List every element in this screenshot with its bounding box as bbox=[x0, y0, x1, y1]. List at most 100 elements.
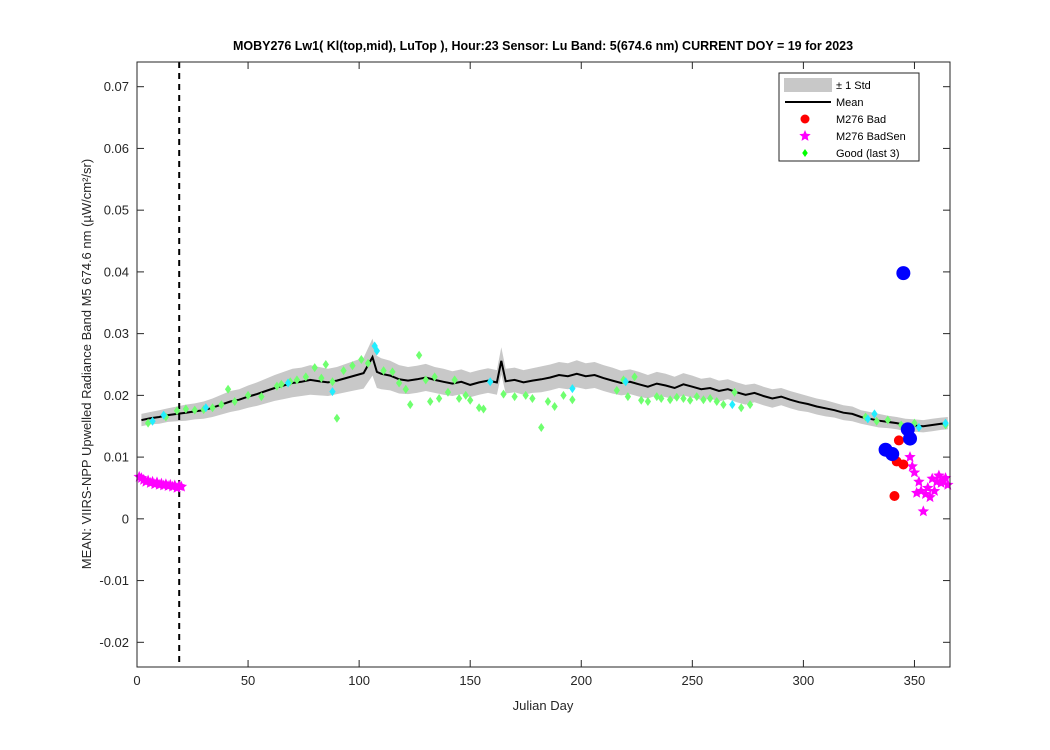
std-band bbox=[141, 338, 948, 433]
plot-area bbox=[133, 62, 954, 667]
good-point bbox=[686, 395, 694, 405]
y-tick-label: 0.02 bbox=[104, 388, 129, 403]
chart-title: MOBY276 Lw1( Kl(top,mid), LuTop ), Hour:… bbox=[233, 39, 853, 53]
good-point bbox=[389, 367, 396, 377]
good-point bbox=[544, 397, 552, 407]
good-point bbox=[666, 395, 674, 405]
good-point-alt bbox=[329, 387, 336, 397]
plot-frame bbox=[136, 61, 951, 668]
good-point bbox=[407, 400, 414, 410]
good-point bbox=[333, 413, 341, 423]
x-tick-label: 350 bbox=[904, 673, 926, 688]
good-point bbox=[873, 416, 880, 426]
good-point bbox=[435, 393, 443, 403]
good-point bbox=[522, 390, 529, 400]
good-point bbox=[720, 400, 727, 410]
good-point-alt bbox=[487, 377, 494, 387]
bad-point bbox=[898, 459, 909, 470]
good-point bbox=[467, 395, 474, 405]
good-point bbox=[624, 392, 632, 402]
good-point-alt bbox=[149, 416, 156, 426]
badsen-point bbox=[911, 486, 923, 498]
good-point bbox=[700, 395, 707, 405]
badsen-point bbox=[919, 488, 932, 499]
good-point bbox=[258, 392, 265, 402]
good-point bbox=[273, 381, 281, 391]
good-point bbox=[395, 378, 403, 388]
x-tick-label: 300 bbox=[793, 673, 815, 688]
good-point bbox=[731, 387, 738, 397]
good-point bbox=[673, 392, 680, 402]
good-point-alt bbox=[622, 377, 629, 387]
good-point bbox=[480, 404, 487, 414]
good-point bbox=[644, 397, 652, 407]
good-point-alt bbox=[915, 422, 923, 432]
x-tick-label: 50 bbox=[241, 673, 255, 688]
good-point bbox=[475, 403, 483, 413]
good-point bbox=[278, 379, 285, 389]
good-point bbox=[302, 372, 309, 382]
legend-label: ± 1 Std bbox=[836, 80, 871, 92]
x-tick-label: 150 bbox=[459, 673, 481, 688]
good-point-alt bbox=[729, 400, 736, 410]
bad-point bbox=[893, 435, 904, 446]
good-point bbox=[462, 390, 469, 400]
legend-bad-swatch bbox=[800, 114, 810, 124]
x-tick-label: 100 bbox=[348, 673, 370, 688]
good-point bbox=[209, 403, 216, 413]
y-tick-label: 0.05 bbox=[104, 203, 129, 218]
good-point-alt bbox=[373, 346, 381, 356]
good-point bbox=[680, 393, 687, 403]
good-point bbox=[318, 373, 325, 383]
highlight-point bbox=[885, 447, 900, 462]
good-point-alt bbox=[942, 418, 949, 428]
good-point-alt bbox=[284, 378, 292, 388]
y-tick-label: -0.01 bbox=[99, 573, 129, 588]
y-tick-label: -0.02 bbox=[99, 635, 129, 650]
y-tick-label: 0.03 bbox=[104, 326, 129, 341]
good-point bbox=[311, 363, 318, 373]
legend-good-swatch bbox=[802, 149, 808, 157]
good-point bbox=[231, 397, 238, 407]
good-point bbox=[293, 375, 301, 385]
y-tick-label: 0.04 bbox=[104, 264, 129, 279]
good-point bbox=[706, 393, 714, 403]
good-point bbox=[693, 392, 700, 402]
good-point-alt bbox=[202, 403, 210, 413]
y-axis-label: MEAN: VIIRS-NPP Upwelled Radiance Band M… bbox=[79, 159, 94, 569]
good-point bbox=[746, 400, 754, 410]
good-point bbox=[329, 377, 336, 387]
good-point bbox=[402, 384, 409, 394]
good-point bbox=[218, 400, 225, 410]
good-point bbox=[173, 406, 181, 416]
y-tick-label: 0.01 bbox=[104, 450, 129, 465]
good-point bbox=[340, 366, 347, 376]
good-point bbox=[658, 393, 665, 403]
good-point bbox=[613, 385, 620, 395]
good-point-alt bbox=[569, 384, 576, 394]
good-point bbox=[358, 355, 365, 365]
good-point bbox=[224, 384, 232, 394]
good-point bbox=[638, 395, 645, 405]
good-point bbox=[560, 390, 567, 400]
good-point-alt bbox=[864, 414, 871, 424]
good-point bbox=[551, 401, 558, 411]
badsen-point bbox=[928, 485, 941, 496]
good-point bbox=[455, 393, 463, 403]
good-point-alt bbox=[871, 409, 878, 419]
good-point bbox=[444, 387, 452, 397]
good-point bbox=[431, 372, 438, 382]
good-point bbox=[349, 361, 356, 371]
badsen-point bbox=[908, 466, 921, 478]
badsen-point bbox=[917, 505, 930, 517]
good-point bbox=[244, 390, 252, 400]
bad-point bbox=[889, 490, 900, 501]
badsen-point bbox=[906, 460, 918, 472]
y-tick-label: 0.06 bbox=[104, 141, 129, 156]
good-point bbox=[322, 360, 329, 369]
y-tick-label: 0.07 bbox=[104, 79, 129, 94]
good-point bbox=[364, 358, 372, 368]
good-point bbox=[538, 422, 545, 432]
good-point bbox=[191, 405, 198, 415]
